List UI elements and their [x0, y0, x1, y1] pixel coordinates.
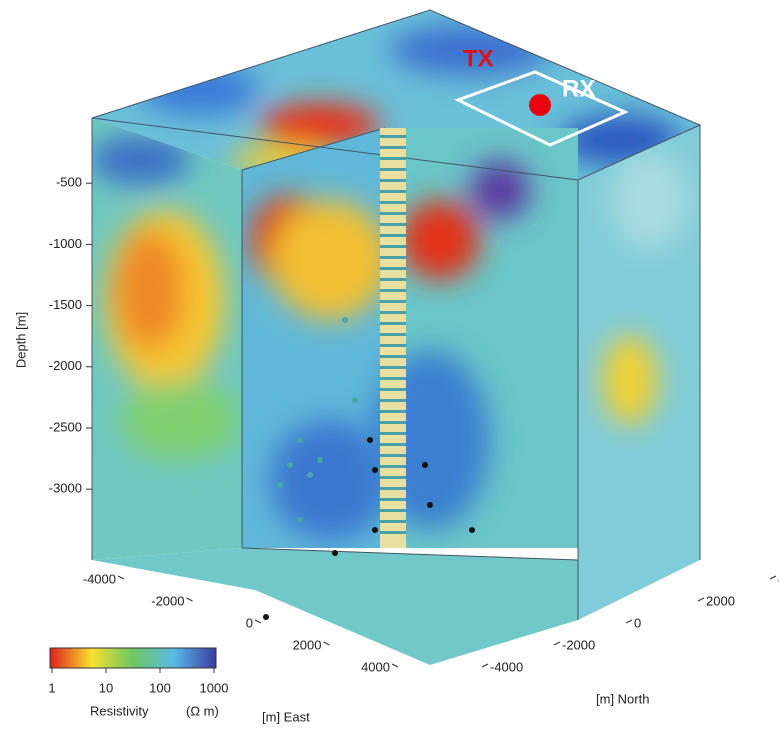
y-tick-label: -2000 — [49, 358, 82, 373]
east-tick — [392, 664, 398, 667]
east-tick-label: -2000 — [151, 593, 184, 608]
y-tick-label: -2500 — [49, 419, 82, 434]
y-axis-label: Depth [m] — [13, 312, 28, 368]
stripe — [380, 410, 406, 413]
stripe — [380, 201, 406, 204]
stripe — [380, 421, 406, 424]
colorbar-tick-label: 1000 — [200, 680, 229, 695]
stripe — [380, 146, 406, 149]
stripe — [380, 531, 406, 534]
north-tick-label: -4000 — [490, 659, 523, 674]
east-tick-label: 0 — [246, 615, 253, 630]
north-tick — [698, 598, 704, 601]
volume: TX RX — [80, 0, 720, 670]
rx-dot — [529, 94, 551, 116]
stripe — [380, 179, 406, 182]
stripe — [380, 465, 406, 468]
stripe — [380, 190, 406, 193]
stripe — [380, 256, 406, 259]
stripe — [380, 245, 406, 248]
y-tick-label: -500 — [56, 175, 82, 190]
north-label: [m] North — [596, 691, 649, 706]
colorbar-unit: (Ω m) — [186, 703, 219, 718]
north-tick-label: 0 — [634, 615, 641, 630]
y-tick-label: -1000 — [49, 236, 82, 251]
north-tick-label: -2000 — [562, 637, 595, 652]
east-tick-label: 4000 — [361, 659, 390, 674]
stripe — [380, 300, 406, 303]
stripe — [380, 311, 406, 314]
colorbar-label: Resistivity — [90, 703, 149, 718]
east-tick — [255, 620, 261, 623]
east-tick — [118, 576, 124, 579]
y-tick-label: -3000 — [49, 481, 82, 496]
stripe — [380, 388, 406, 391]
stripe — [380, 443, 406, 446]
stripe — [380, 344, 406, 347]
stripe — [380, 267, 406, 270]
stripe — [380, 322, 406, 325]
east-label: [m] East — [262, 709, 310, 724]
stripe — [380, 454, 406, 457]
stripe — [380, 289, 406, 292]
stripe — [380, 234, 406, 237]
chart: TX RX Depth [m] [m] East [m] North Resis… — [0, 0, 779, 734]
north-tick — [770, 576, 776, 579]
colorbar-tick-label: 100 — [149, 680, 171, 695]
tx-label: TX — [463, 45, 494, 72]
colorbar — [50, 648, 216, 668]
stripe — [380, 157, 406, 160]
east-tick-label: -4000 — [83, 571, 116, 586]
colorbar-tick-label: 1 — [48, 680, 55, 695]
colorbar-tick-label: 10 — [99, 680, 113, 695]
y-tick-label: -1500 — [49, 297, 82, 312]
stripe — [380, 520, 406, 523]
stripe — [380, 212, 406, 215]
stripe — [380, 377, 406, 380]
east-tick-label: 2000 — [293, 637, 322, 652]
stripe — [380, 366, 406, 369]
stripe — [380, 509, 406, 512]
stripe — [380, 476, 406, 479]
stripe — [380, 223, 406, 226]
north-tick — [554, 642, 560, 645]
rx-label: RX — [562, 75, 595, 102]
north-tick — [482, 664, 488, 667]
stripe — [380, 278, 406, 281]
stripe — [380, 355, 406, 358]
stripe — [380, 135, 406, 138]
stripe — [380, 168, 406, 171]
north-tick-label: 2000 — [706, 593, 735, 608]
stripe — [380, 432, 406, 435]
stripe — [380, 399, 406, 402]
stripe — [380, 498, 406, 501]
east-tick — [187, 598, 193, 601]
stripe — [380, 487, 406, 490]
stripe — [380, 333, 406, 336]
north-tick — [626, 620, 632, 623]
borehole — [380, 128, 406, 548]
east-tick — [324, 642, 330, 645]
